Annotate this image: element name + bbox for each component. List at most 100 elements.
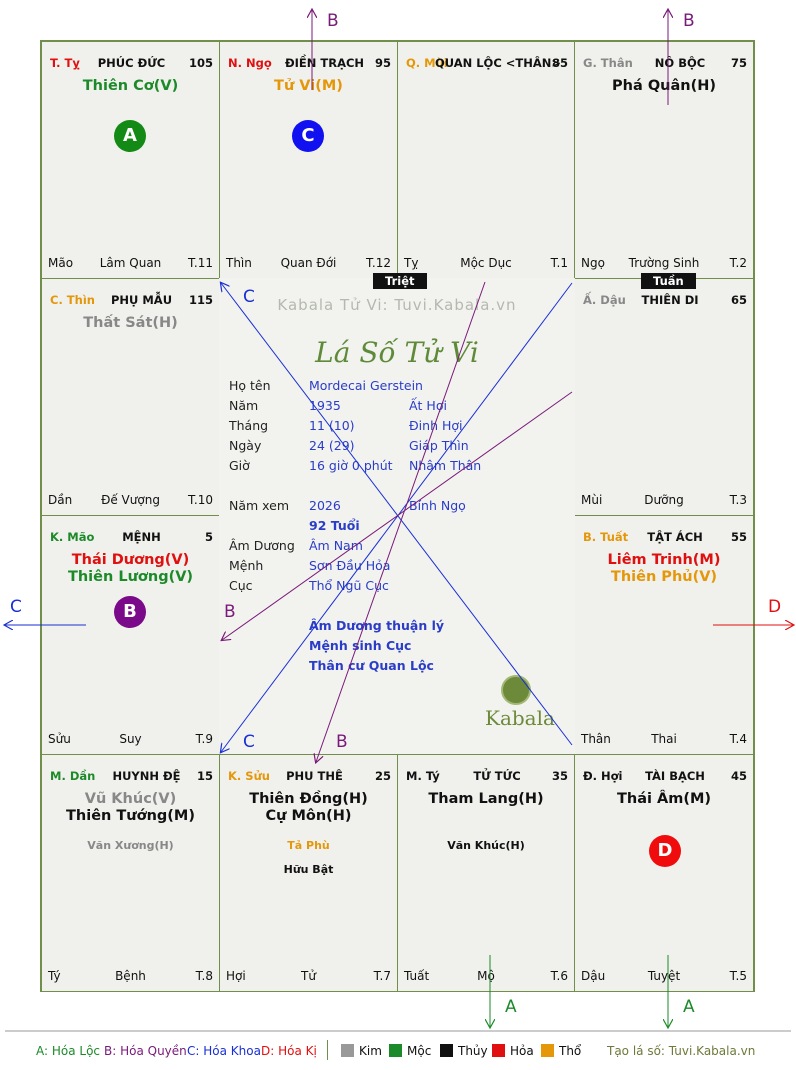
palace-number: 5 bbox=[204, 530, 213, 544]
footer-right: T.8 bbox=[195, 969, 213, 983]
arrow-label-a-bottom-2: A bbox=[683, 997, 695, 1017]
main-star: Thiên Phủ(V) bbox=[610, 569, 718, 585]
footer-mid: Tuyệt bbox=[647, 969, 681, 983]
palace-can: N. Ngọ bbox=[228, 56, 272, 70]
palace-can: C. Thìn bbox=[50, 293, 95, 307]
watermark-text: Kabala Tử Vi: Tuvi.Kabala.vn bbox=[277, 296, 517, 314]
palace-number: 55 bbox=[730, 530, 747, 544]
palace-name: PHU THÊ bbox=[286, 769, 343, 783]
legend-site-link[interactable]: Tạo lá số: Tuvi.Kabala.vn bbox=[607, 1044, 756, 1058]
palace-can: Ấ. Dậu bbox=[583, 293, 626, 307]
khoa-line-2 bbox=[221, 282, 573, 752]
legend-moc: Mộc bbox=[407, 1044, 432, 1058]
palace-can: M. Tý bbox=[406, 769, 440, 783]
label-gio: Giờ bbox=[229, 458, 250, 473]
palace-tu-tuc[interactable]: M. Tý TỬ TỨC 35 Tham Lang(H) Văn Khúc(H) T… bbox=[397, 754, 575, 992]
value-menh: Sơn Đầu Hỏa bbox=[309, 558, 391, 573]
value-ngay: 24 (29) bbox=[309, 438, 355, 453]
main-star: Vũ Khúc(V) bbox=[84, 791, 177, 807]
palace-can: T. Tỵ bbox=[50, 56, 80, 70]
palace-number: 45 bbox=[730, 769, 747, 783]
main-star: Thái Âm(M) bbox=[616, 791, 712, 807]
hoa-khoa-marker: C bbox=[292, 120, 324, 152]
triet-tag: Triệt bbox=[373, 273, 427, 289]
footer-right: T.7 bbox=[373, 969, 391, 983]
palace-name: THIÊN DI bbox=[641, 293, 699, 307]
footer-mid: Suy bbox=[119, 732, 142, 746]
footer-mid: Lâm Quan bbox=[99, 256, 162, 270]
palace-phu-mau[interactable]: C. Thìn PHỤ MẪU 115 Thất Sát(H) Dần Đế Vượn… bbox=[41, 278, 220, 516]
legend-hoa-khoa: C: Hóa Khoa bbox=[187, 1044, 261, 1058]
footer-mid: Mộc Dục bbox=[460, 256, 512, 270]
minor-star: Văn Khúc(H) bbox=[447, 839, 525, 852]
palace-thien-di[interactable]: Ấ. Dậu THIÊN DI 65 Mùi Dưỡng T.3 bbox=[574, 278, 754, 516]
palace-quan-loc[interactable]: Q. Mùi QUAN LỘC <THÂN> 85 Tỵ Mộc Dục T.1 bbox=[397, 41, 575, 279]
palace-menh[interactable]: K. Mão MỆNH 5 Thái Dương(V) Thiên Lương(V) … bbox=[41, 515, 220, 755]
main-star: Thiên Tướng(M) bbox=[66, 808, 195, 824]
palace-number: 95 bbox=[374, 56, 391, 70]
arrow-label-c-inner-bottom: C bbox=[243, 732, 255, 752]
main-star: Tham Lang(H) bbox=[428, 791, 544, 807]
main-star: Thiên Lương(V) bbox=[67, 569, 194, 585]
label-ngay: Ngày bbox=[229, 438, 262, 453]
footer-left: Tuất bbox=[404, 969, 430, 983]
palace-name: PHỤ MẪU bbox=[110, 293, 173, 307]
minor-star: Tả Phù bbox=[287, 839, 330, 852]
palace-number: 75 bbox=[730, 56, 747, 70]
swatch-thuy bbox=[440, 1044, 453, 1057]
swatch-kim bbox=[341, 1044, 354, 1057]
khoa-line-1 bbox=[221, 283, 573, 746]
legend-hoa-ki: D: Hóa Kị bbox=[261, 1044, 317, 1058]
arrow-label-c-inner-top: C bbox=[243, 287, 255, 307]
footer-left: Tỵ bbox=[404, 256, 419, 270]
footer-mid: Tử bbox=[301, 969, 316, 983]
palace-name: PHÚC ĐỨC bbox=[97, 56, 166, 70]
palace-name: MỆNH bbox=[122, 530, 161, 544]
legend-hoa-quyen: B: Hóa Quyền bbox=[104, 1044, 187, 1058]
palace-phuc-duc[interactable]: T. Tỵ PHÚC ĐỨC 105 Thiên Cơ(V) A Mão Lâm Qu… bbox=[41, 41, 220, 279]
label-nam: Năm bbox=[229, 398, 259, 413]
hoa-loc-marker: A bbox=[114, 120, 146, 152]
arrow-label-b-inner-bottom: B bbox=[336, 732, 348, 752]
palace-no-boc[interactable]: G. Thân NÔ BỘC 75 Phá Quân(H) Ngọ Trường Si… bbox=[574, 41, 754, 279]
value-nam-xem: 2026 bbox=[309, 498, 341, 513]
minor-star: Văn Xương(H) bbox=[87, 839, 174, 852]
palace-number: 25 bbox=[374, 769, 391, 783]
label-nam-xem: Năm xem bbox=[229, 498, 290, 513]
palace-dien-trach[interactable]: N. Ngọ ĐIỀN TRẠCH 95 Tử Vi(M) C Thìn Quan Đ… bbox=[219, 41, 398, 279]
palace-number: 15 bbox=[196, 769, 213, 783]
footer-mid: Bệnh bbox=[115, 969, 146, 983]
legend-thuy: Thủy bbox=[458, 1044, 488, 1058]
palace-can: B. Tuất bbox=[583, 530, 629, 544]
footer-mid: Dưỡng bbox=[644, 493, 684, 507]
palace-can: K. Mão bbox=[50, 530, 95, 544]
palace-name: HUYNH ĐỆ bbox=[112, 769, 181, 783]
footer-right: T.9 bbox=[195, 732, 213, 746]
note-am-duong: Âm Dương thuận lý bbox=[309, 618, 445, 633]
value-cuc: Thổ Ngũ Cục bbox=[309, 578, 389, 593]
value-thang: 11 (10) bbox=[309, 418, 355, 433]
arrow-label-b-top-1: B bbox=[327, 11, 339, 31]
palace-number: 105 bbox=[188, 56, 213, 70]
footer-left: Mão bbox=[48, 256, 74, 270]
swatch-moc bbox=[389, 1044, 402, 1057]
palace-phu-the[interactable]: K. Sửu PHU THÊ 25 Thiên Đồng(H) Cự Môn(H) T… bbox=[219, 754, 398, 992]
footer-mid: Trường Sinh bbox=[628, 256, 700, 270]
palace-can: M. Dần bbox=[50, 769, 96, 783]
value-nam-xem-can-chi: Bính Ngọ bbox=[409, 498, 466, 513]
palace-tai-bach[interactable]: Đ. Hợi TÀI BẠCH 45 Thái Âm(M) D Dậu Tuyệt T.… bbox=[574, 754, 754, 992]
footer-right: T.5 bbox=[729, 969, 747, 983]
footer-left: Thìn bbox=[226, 256, 252, 270]
label-ho-ten: Họ tên bbox=[229, 378, 271, 393]
label-cuc: Cục bbox=[229, 578, 253, 593]
legend-hoa: Hỏa bbox=[510, 1044, 534, 1058]
value-gio: 16 giờ 0 phút bbox=[309, 458, 393, 473]
footer-right: T.12 bbox=[366, 256, 391, 270]
minor-star: Hữu Bật bbox=[283, 863, 334, 876]
palace-tat-ach[interactable]: B. Tuất TẬT ÁCH 55 Liêm Trinh(M) Thiên Phủ(… bbox=[574, 515, 754, 755]
value-tuoi: 92 Tuổi bbox=[309, 518, 360, 533]
note-menh-cuc: Mệnh sinh Cục bbox=[309, 638, 412, 653]
chart-title: Lá Số Tử Vi bbox=[315, 336, 479, 369]
palace-name: NÔ BỘC bbox=[654, 56, 706, 70]
